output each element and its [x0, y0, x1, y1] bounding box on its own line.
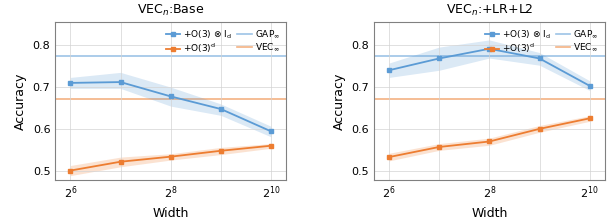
Legend: +O(3) $\otimes$ I$_\mathrm{d}$, +O(3)$^\mathrm{d}$, GAP$_\infty$, VEC$_\infty$: +O(3) $\otimes$ I$_\mathrm{d}$, +O(3)$^\…	[164, 26, 282, 57]
Title: VEC$_n$:Base: VEC$_n$:Base	[137, 2, 204, 18]
Y-axis label: Accuracy: Accuracy	[14, 72, 27, 129]
Title: VEC$_n$:+LR+L2: VEC$_n$:+LR+L2	[446, 2, 533, 18]
Legend: +O(3) $\otimes$ I$_\mathrm{d}$, +O(3)$^\mathrm{d}$, GAP$_\infty$, VEC$_\infty$: +O(3) $\otimes$ I$_\mathrm{d}$, +O(3)$^\…	[483, 26, 600, 57]
X-axis label: Width: Width	[152, 207, 189, 218]
Y-axis label: Accuracy: Accuracy	[333, 72, 346, 129]
X-axis label: Width: Width	[471, 207, 508, 218]
